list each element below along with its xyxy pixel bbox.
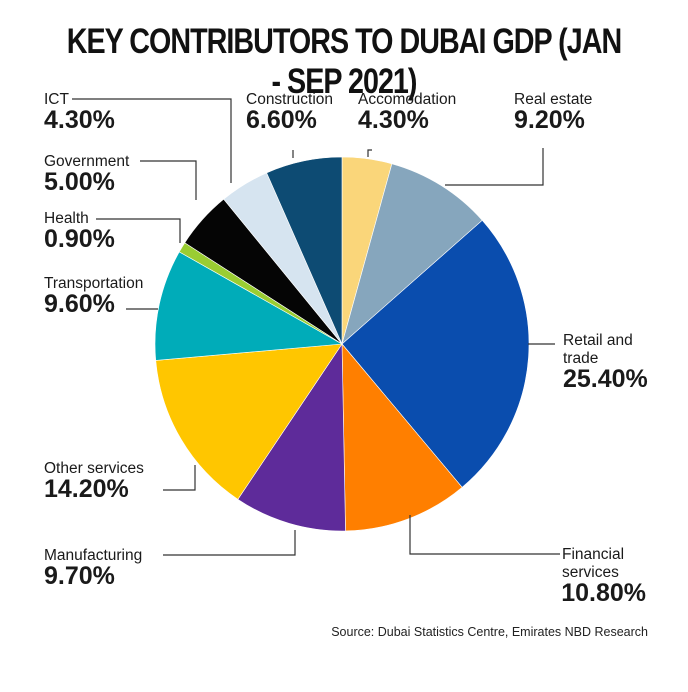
value-label: 4.30%	[44, 106, 115, 134]
value-label: 9.20%	[514, 106, 585, 134]
leader-line-accomodation	[367, 149, 372, 157]
leader-line-ict	[72, 98, 232, 183]
category-label: Transportation	[44, 275, 143, 292]
value-label: 5.00%	[44, 168, 115, 196]
value-label: 6.60%	[246, 106, 317, 134]
leader-line-real-estate	[445, 148, 544, 186]
value-label: 9.60%	[44, 290, 115, 318]
category-label: Government	[44, 153, 130, 170]
leader-line-government	[140, 160, 197, 200]
value-label: 10.80%	[561, 579, 646, 607]
source-note: Source: Dubai Statistics Centre, Emirate…	[331, 625, 648, 639]
category-label: Financial	[562, 546, 624, 563]
pie-slices	[154, 156, 530, 532]
leader-line-financial-services	[409, 515, 560, 555]
category-label: Retail and	[563, 332, 633, 349]
pie-slice-real-estate	[341, 163, 483, 345]
category-label: Real estate	[514, 91, 592, 108]
pie-slice-financial-services	[341, 343, 463, 532]
leader-line-other-services	[163, 465, 196, 491]
category-label: Manufacturing	[44, 547, 142, 564]
category-label: Other services	[44, 460, 144, 477]
value-label: 4.30%	[358, 106, 429, 134]
value-label: 14.20%	[44, 475, 129, 503]
category-label: trade	[563, 350, 598, 367]
category-label: ICT	[44, 91, 70, 108]
value-label: 25.40%	[563, 365, 648, 393]
chart-title: KEY CONTRIBUTORS TO DUBAI GDP (JAN - SEP…	[66, 22, 622, 101]
pie-slice-transportation	[154, 251, 343, 361]
pie-slice-other-services	[155, 343, 343, 500]
category-label: Health	[44, 210, 89, 227]
pie-slice-construction	[266, 156, 343, 345]
leader-line-health	[96, 218, 181, 243]
value-label: 0.90%	[44, 225, 115, 253]
category-label: Construction	[246, 91, 333, 108]
value-label: 9.70%	[44, 562, 115, 590]
category-label: Accomodation	[358, 91, 456, 108]
category-label: services	[562, 564, 619, 581]
pie-slice-manufacturing	[237, 343, 346, 532]
pie-slice-retail-and-trade	[341, 219, 530, 488]
leader-line-manufacturing	[163, 530, 296, 556]
